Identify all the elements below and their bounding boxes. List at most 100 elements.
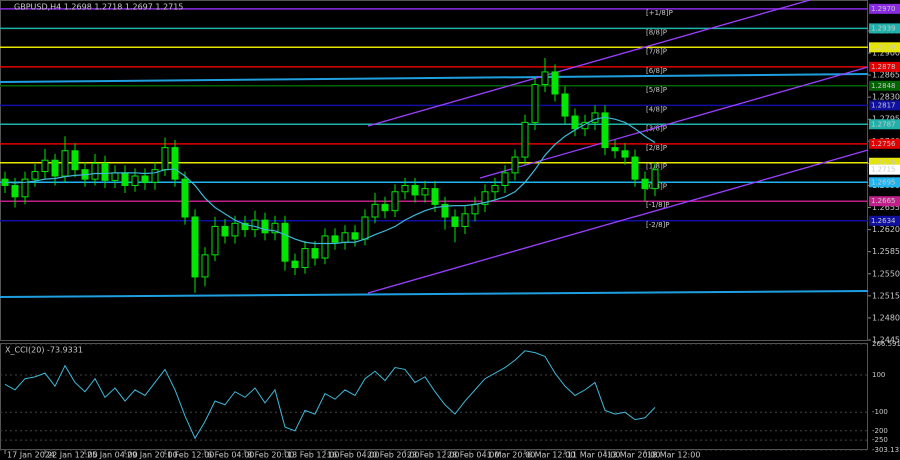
level-price-box <box>869 138 900 149</box>
candle-body <box>151 169 159 183</box>
x-tick-label: 25 Jan 04:00 <box>87 451 138 460</box>
x-tick-label: 28 Feb 04:00 <box>447 451 499 460</box>
level-price-box <box>869 80 900 91</box>
candle-body <box>111 172 119 181</box>
y-tick-label: 266.5913 <box>872 340 900 348</box>
moving-average <box>4 116 656 245</box>
candle-body <box>131 175 139 186</box>
candle-body <box>531 84 539 123</box>
candle-body <box>221 225 229 237</box>
level-price-label: 1.2878 <box>871 63 896 71</box>
axis-layer: 1.24451.24801.25151.25501.25851.26201.26… <box>4 3 900 460</box>
y-tick-label: 100 <box>872 371 885 379</box>
y-tick-label: 1.2900 <box>872 48 900 57</box>
trendline <box>0 290 869 298</box>
trendline <box>0 73 869 83</box>
candle-body <box>641 178 649 190</box>
y-tick-label: 1.2655 <box>872 203 900 212</box>
indicator-title: X_CCI(20) -73.9331 <box>5 346 83 355</box>
x-tick-label: 18 Mar 12:00 <box>647 451 700 460</box>
y-tick-label: 1.2795 <box>872 115 900 124</box>
candle-body <box>291 260 299 268</box>
level-price-box <box>869 3 900 14</box>
level-name: [-2/8]P <box>646 221 669 229</box>
grid-layer <box>0 343 868 451</box>
x-tick-label: 22 Jan 12:00 <box>47 451 98 460</box>
level-price-label: 1.2817 <box>871 101 896 109</box>
y-tick-label: -200 <box>872 427 888 435</box>
candle-body <box>601 112 609 149</box>
candle-body <box>441 203 449 218</box>
candle-body <box>211 225 219 256</box>
candle-body <box>551 71 559 95</box>
level-price-label: 1.2695 <box>871 178 896 186</box>
candle-body <box>571 115 579 130</box>
channel-line <box>367 149 869 294</box>
candle-body <box>241 222 249 231</box>
candle-body <box>301 248 309 268</box>
level-price-label: 1.2726 <box>871 159 896 167</box>
x-tick-label: 8 Feb 20:00 <box>247 451 294 460</box>
candle-body <box>451 216 459 227</box>
candle-body <box>191 216 199 278</box>
candle-body <box>651 169 659 190</box>
candle-body <box>271 222 279 234</box>
candle-body <box>371 203 379 218</box>
candle-body <box>331 235 339 243</box>
candle-body <box>401 184 409 193</box>
candle-body <box>361 216 369 240</box>
y-tick-label: 1.2445 <box>872 336 900 345</box>
current-price-label: 1.2715 <box>871 166 896 174</box>
y-tick-label: -303.1318 <box>872 446 900 454</box>
candle-body <box>171 147 179 180</box>
x-tick-label: 20 Feb 20:00 <box>367 451 419 460</box>
candle-body <box>61 150 69 177</box>
candle-body <box>411 184 419 196</box>
candle-body <box>501 172 509 186</box>
plot-layer <box>1 58 659 440</box>
candle-body <box>491 184 499 193</box>
level-price-box <box>869 119 900 130</box>
level-price-label: 1.2634 <box>871 217 896 225</box>
candle-body <box>321 235 329 259</box>
x-tick-label: 1 Mar 20:00 <box>487 451 535 460</box>
candle-body <box>511 156 519 174</box>
cci-frame <box>0 343 868 450</box>
level-name: [1/8]P <box>646 163 667 171</box>
candle-body <box>31 171 39 180</box>
candle-body <box>121 172 129 186</box>
y-tick-label: 1.2830 <box>872 93 900 102</box>
x-tick-label: 16 Feb 04:00 <box>327 451 379 460</box>
level-price-box <box>869 157 900 168</box>
candle-body <box>431 188 439 205</box>
level-price-box <box>869 61 900 72</box>
level-price-box <box>869 42 900 53</box>
cci-line <box>4 350 656 440</box>
candle-body <box>591 112 599 123</box>
level-name: [3/8]P <box>646 124 667 132</box>
y-tick-label: 1.2865 <box>872 71 900 80</box>
x-tick-label: 1 Feb 12:00 <box>167 451 214 460</box>
candle-body <box>41 159 49 173</box>
candle-body <box>351 232 359 240</box>
candle-body <box>311 248 319 259</box>
candle-body <box>631 156 639 180</box>
y-tick-label: -100 <box>872 408 888 416</box>
level-price-label: 1.2665 <box>871 197 896 205</box>
candle-body <box>341 232 349 243</box>
candle-body <box>181 178 189 218</box>
channel-line <box>479 66 869 179</box>
candle-body <box>381 203 389 212</box>
candle-body <box>471 203 479 215</box>
x-tick-label: 6 Feb 04:00 <box>207 451 254 460</box>
x-tick-label: 11 Mar 04:00 <box>567 451 620 460</box>
candle-body <box>21 178 29 198</box>
level-price-label: 1.2909 <box>871 43 896 51</box>
chart-title: GBPUSD,H4 1.2698 1.2718 1.2697 1.2715 <box>14 3 183 12</box>
candle-body <box>611 147 619 152</box>
candle-body <box>101 162 109 181</box>
level-price-label: 1.2787 <box>871 120 896 128</box>
y-tick-label: 1.2515 <box>872 291 900 300</box>
